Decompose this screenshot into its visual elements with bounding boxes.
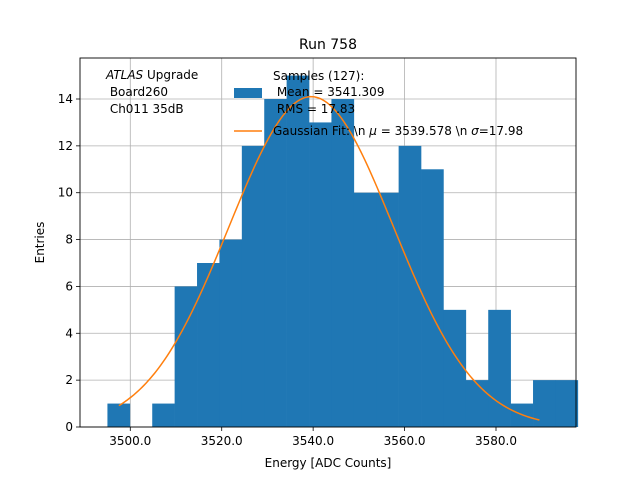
annotation-line-1: ATLAS Upgrade: [105, 68, 198, 82]
x-tick-label-0: 3500.0: [109, 434, 151, 448]
y-axis-ticks: 0 2 4 6 8 10 12 14: [58, 92, 80, 434]
annotation-line-3: Ch011 35dB: [106, 102, 184, 116]
y-axis-label: Entries: [33, 222, 47, 264]
y-tick-label-7: 14: [58, 92, 73, 106]
y-tick-label-0: 0: [65, 420, 73, 434]
y-tick-label-1: 2: [65, 373, 73, 387]
legend-fit-sigma: σ: [471, 124, 479, 138]
legend-hist-line-2: Mean = 3541.309: [273, 85, 384, 99]
legend: Samples (127): Mean = 3541.309 RMS = 17.…: [234, 69, 523, 138]
hist-bar-6: [241, 145, 265, 427]
hist-bar-0: [107, 403, 131, 427]
hist-bar-4: [197, 263, 220, 427]
x-tick-label-3: 3560.0: [384, 434, 426, 448]
hist-bar-5: [219, 239, 243, 427]
hist-bar-10: [331, 99, 355, 427]
x-axis-ticks: 3500.0 3520.0 3540.0 3560.0 3580.0: [109, 427, 517, 448]
hist-bar-11: [353, 192, 377, 427]
legend-hist-line-3: RMS = 17.83: [273, 102, 355, 116]
histogram-bars: [107, 75, 579, 428]
legend-fit-suffix: =17.98: [479, 124, 523, 138]
hist-bar-3: [174, 286, 198, 427]
y-tick-label-5: 10: [58, 186, 73, 200]
hist-bar-12: [376, 192, 399, 427]
atlas-annotation: ATLAS Upgrade Board260 Ch011 35dB: [105, 68, 198, 116]
plot-frame: [79, 57, 577, 428]
annotation-atlas: ATLAS: [105, 68, 144, 82]
annotation-line-2: Board260: [106, 85, 168, 99]
hist-bar-15: [443, 309, 467, 427]
legend-fit-mid: = 3539.578 \n: [377, 124, 471, 138]
x-axis-label: Energy [ADC Counts]: [265, 456, 392, 470]
hist-bar-13: [398, 145, 422, 427]
hist-bar-17: [488, 309, 511, 427]
hist-bar-2: [152, 403, 175, 427]
y-tick-label-6: 12: [58, 139, 73, 153]
hist-bar-9: [309, 122, 332, 427]
fit-curve-layer: [118, 95, 540, 421]
legend-fit-prefix: Gaussian Fit: \n: [273, 124, 369, 138]
hist-bar-14: [421, 169, 444, 428]
hist-bar-20: [555, 380, 579, 427]
legend-hist-line-1: Samples (127):: [273, 69, 364, 83]
y-tick-label-3: 6: [65, 279, 73, 293]
legend-fit-label: Gaussian Fit: \n μ = 3539.578 \n σ=17.98: [273, 124, 523, 138]
x-tick-label-4: 3580.0: [475, 434, 517, 448]
hist-bar-16: [465, 380, 489, 427]
annotation-upgrade: Upgrade: [143, 68, 198, 82]
hist-bar-8: [286, 75, 310, 428]
legend-hist-swatch: [234, 88, 262, 98]
chart-title: Run 758: [299, 37, 357, 53]
x-tick-label-2: 3540.0: [292, 434, 334, 448]
gaussian-fit-curve: [118, 95, 540, 421]
legend-fit-mu: μ: [368, 124, 377, 138]
x-tick-label-1: 3520.0: [201, 434, 243, 448]
hist-bar-19: [533, 380, 556, 427]
y-tick-label-4: 8: [65, 233, 73, 247]
y-tick-label-2: 4: [65, 326, 73, 340]
hist-bar-7: [264, 99, 287, 427]
